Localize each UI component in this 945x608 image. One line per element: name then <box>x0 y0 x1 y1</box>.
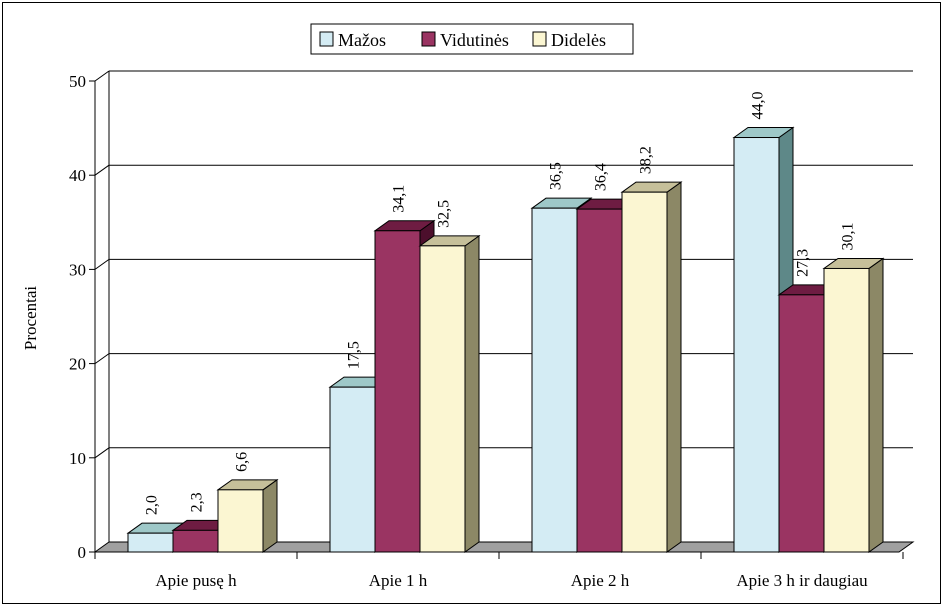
legend-label: Mažos <box>338 30 386 50</box>
bar <box>418 234 481 553</box>
data-label: 32,5 <box>436 200 453 228</box>
legend-item: Vidutinės <box>421 30 509 50</box>
gridline-diag <box>94 353 110 365</box>
legend-swatch <box>532 31 547 47</box>
y-tick-label: 40 <box>69 166 86 185</box>
bar-side <box>464 234 480 553</box>
bar-front <box>778 294 825 553</box>
x-category-label: Apie pusę h <box>155 571 237 590</box>
data-label: 44,0 <box>750 92 767 120</box>
y-tick-label: 50 <box>69 72 86 91</box>
x-category-label: Apie 2 h <box>571 571 630 590</box>
data-labels: 2,0 2,3 6,6 17,5 34,1 32,5 36,5 36,4 38,2 44,0 27,… <box>144 92 857 516</box>
gridline-diag <box>94 70 110 82</box>
data-label: 2,0 <box>144 495 161 515</box>
data-label: 36,4 <box>593 163 610 191</box>
bar-side <box>262 478 278 553</box>
legend-item: Mažos <box>319 30 386 50</box>
bar-front <box>531 207 578 553</box>
y-tick-label: 0 <box>78 543 87 562</box>
legend-swatch <box>319 31 334 47</box>
data-label: 34,1 <box>391 185 408 213</box>
y-axis-label: Procentai <box>21 286 40 350</box>
bar-front <box>419 245 466 553</box>
data-label: 38,2 <box>638 146 655 174</box>
bar-front <box>823 267 870 553</box>
bar-front <box>329 386 376 553</box>
data-label: 36,5 <box>548 162 565 190</box>
bar-front <box>127 532 174 553</box>
bars <box>126 126 885 553</box>
legend-item: Didelės <box>532 30 606 50</box>
x-category-label: Apie 1 h <box>369 571 428 590</box>
gridline-diag <box>94 447 110 459</box>
bar-side <box>666 181 682 553</box>
bar-side <box>868 257 884 553</box>
bar-front <box>217 489 264 553</box>
data-label: 30,1 <box>840 222 857 250</box>
bar <box>620 181 683 553</box>
bar-front <box>621 191 668 553</box>
x-category-label: Apie 3 h ir daugiau <box>736 571 868 590</box>
bar <box>822 257 885 553</box>
axes: 0 10 20 30 40 50 Apie pusę h Apie 1 h Apie 2 h Ap… <box>69 72 904 590</box>
bar-front <box>733 137 780 553</box>
legend-box <box>310 23 634 55</box>
data-label: 17,5 <box>346 341 363 369</box>
y-tick-label: 30 <box>69 260 86 279</box>
data-label: 6,6 <box>234 452 251 472</box>
gridline-diag <box>94 164 110 176</box>
bar-front <box>576 208 623 553</box>
data-label: 2,3 <box>189 492 206 512</box>
legend-label: Didelės <box>551 30 606 50</box>
bar-front <box>374 230 421 553</box>
legend: Mažos Vidutinės Didelės <box>310 23 634 55</box>
data-label: 27,3 <box>795 249 812 277</box>
legend-swatch <box>421 31 436 47</box>
y-tick-label: 10 <box>69 449 86 468</box>
gridline-diag <box>94 258 110 270</box>
bar-front <box>172 529 219 553</box>
bar <box>216 478 279 553</box>
legend-label: Vidutinės <box>440 30 509 50</box>
y-tick-label: 20 <box>69 355 86 374</box>
